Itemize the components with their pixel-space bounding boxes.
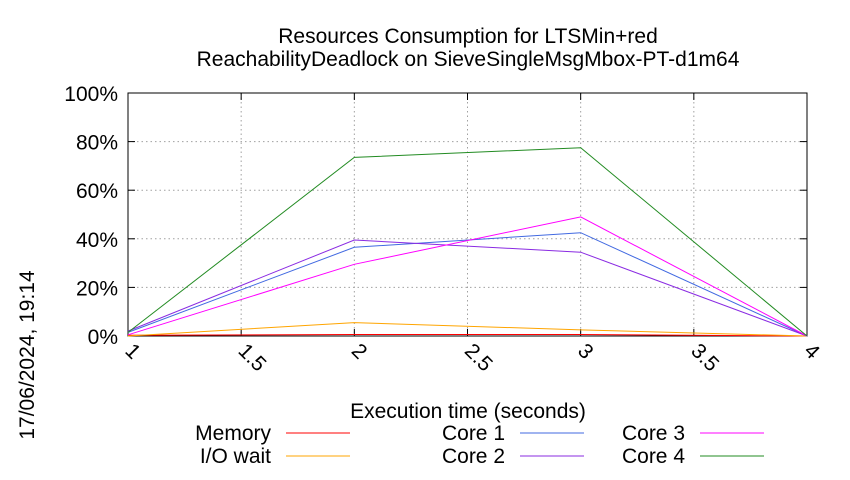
- chart-title: Resources Consumption for LTSMin+red: [278, 25, 658, 48]
- y-tick-label: 80%: [76, 132, 118, 155]
- series-line-memory: [127, 334, 808, 337]
- series-line-core-3: [127, 216, 808, 337]
- legend-label-core-2: Core 2: [442, 445, 505, 468]
- series-layer: [127, 147, 808, 337]
- legend-label-i-o-wait: I/O wait: [200, 445, 271, 468]
- chart-subtitle: ReachabilityDeadlock on SieveSingleMsgMb…: [197, 48, 740, 71]
- series-line-i-o-wait: [127, 322, 808, 337]
- x-axis-label: Execution time (seconds): [350, 400, 586, 423]
- series-line-core-2: [127, 239, 808, 337]
- y-tick-label: 40%: [76, 229, 118, 252]
- timestamp-label: 17/06/2024, 19:14: [16, 270, 39, 440]
- y-tick-label: 20%: [76, 277, 118, 300]
- plot-frame: [127, 92, 808, 337]
- legend-label-memory: Memory: [195, 422, 271, 445]
- legend-label-core-1: Core 1: [442, 422, 505, 445]
- y-tick-label: 0%: [88, 326, 118, 349]
- series-line-core-4: [127, 147, 808, 337]
- legend-label-core-3: Core 3: [622, 422, 685, 445]
- y-tick-label: 60%: [76, 180, 118, 203]
- series-line-core-1: [127, 232, 808, 337]
- y-tick-label: 100%: [64, 83, 118, 106]
- legend-label-core-4: Core 4: [622, 445, 685, 468]
